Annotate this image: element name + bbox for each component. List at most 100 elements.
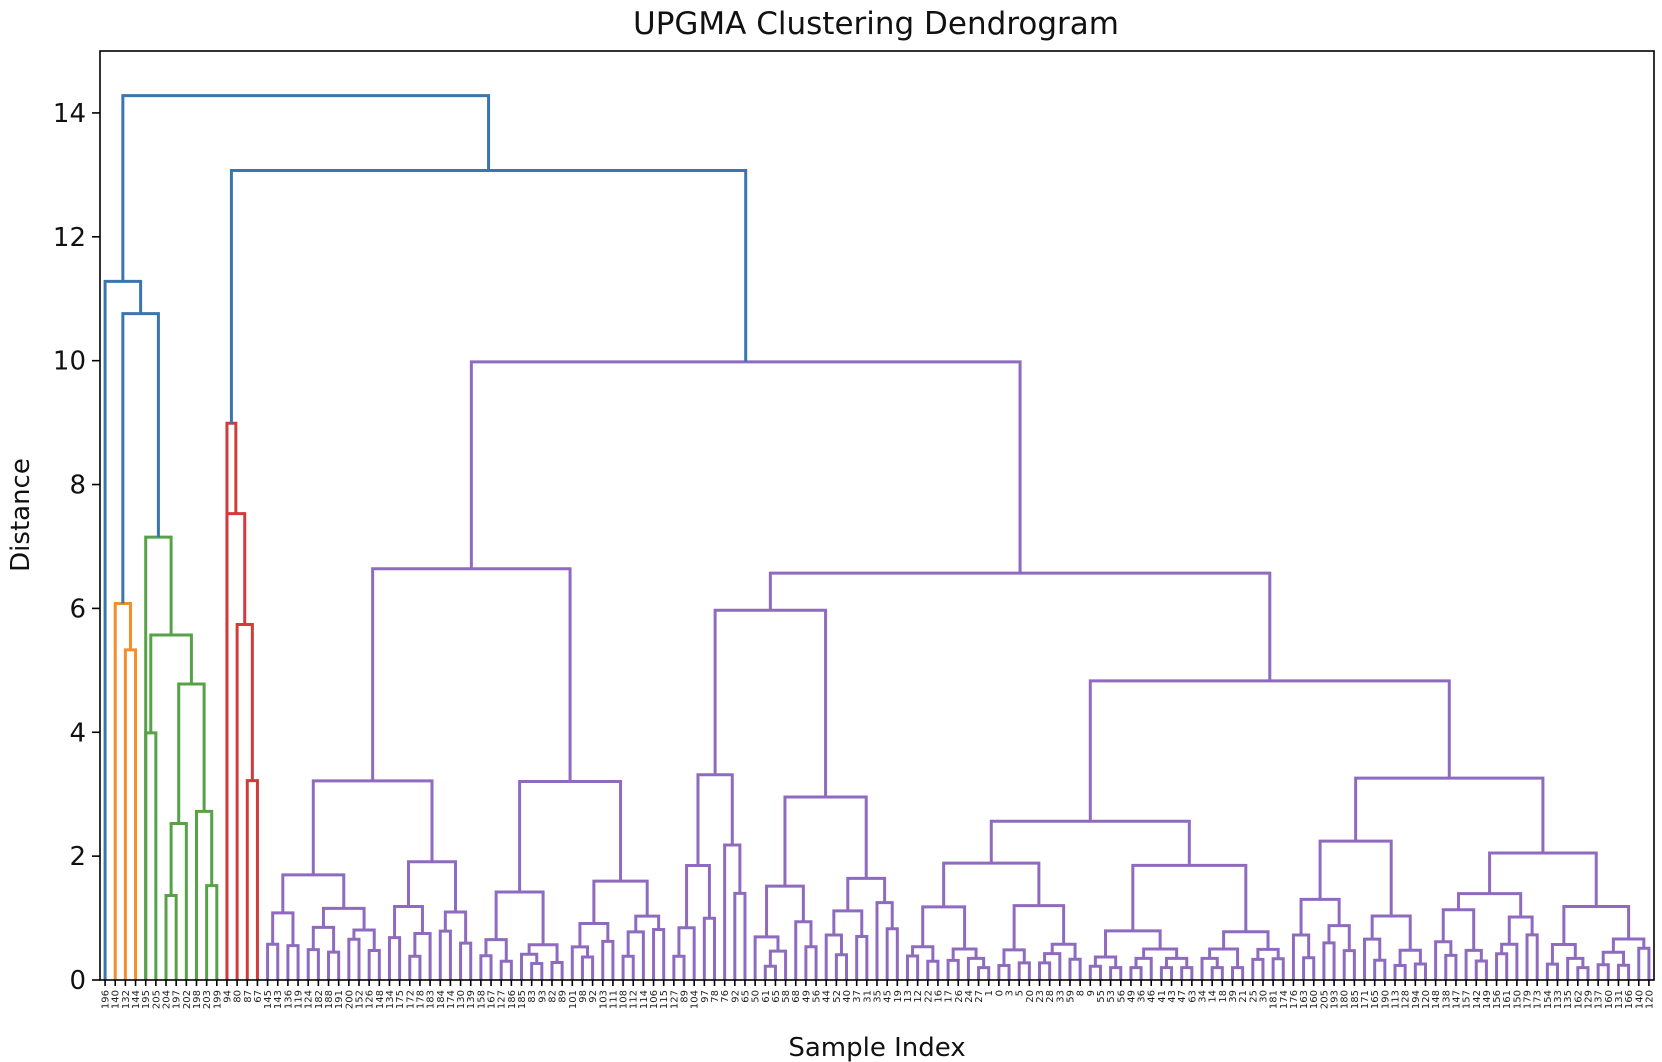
leaf-label: 14 bbox=[1208, 990, 1219, 1003]
leaf-label: 188 bbox=[324, 990, 335, 1009]
dendrogram-link bbox=[1200, 956, 1219, 980]
dendrogram-link bbox=[1456, 892, 1523, 917]
leaf-label: 78 bbox=[710, 990, 721, 1003]
leaf-label: 174 bbox=[446, 990, 457, 1009]
dendrogram-link bbox=[1545, 962, 1560, 980]
leaf-label: 9 bbox=[1086, 990, 1097, 996]
dendrogram-link bbox=[229, 169, 748, 424]
dendrogram-link bbox=[1230, 966, 1245, 980]
dendrogram-link bbox=[1393, 964, 1407, 980]
dendrogram-link bbox=[347, 937, 361, 980]
dendrogram-link bbox=[1464, 948, 1483, 980]
dendrogram-link bbox=[1413, 962, 1427, 980]
leaf-label: 114 bbox=[639, 990, 650, 1009]
dendrogram-link bbox=[824, 933, 843, 980]
leaf-label: 193 bbox=[1330, 990, 1341, 1009]
dendrogram-link bbox=[1322, 941, 1336, 980]
dendrogram-link bbox=[443, 910, 468, 944]
leaf-label: 37 bbox=[852, 990, 863, 1003]
leaf-label: 36 bbox=[1137, 990, 1148, 1003]
leaf-label: 148 bbox=[1431, 990, 1442, 1009]
leaf-label: 5 bbox=[1015, 990, 1026, 996]
dendrogram-link bbox=[1038, 961, 1052, 980]
dendrogram-link bbox=[1222, 930, 1270, 950]
leaf-label: 196 bbox=[101, 990, 112, 1009]
dendrogram-link bbox=[144, 731, 158, 980]
dendrogram-link bbox=[387, 936, 402, 980]
dendrogram-link bbox=[885, 927, 899, 980]
dendrogram-link bbox=[1271, 957, 1285, 980]
dendrogram-link bbox=[520, 952, 539, 980]
dendrogram-link bbox=[1088, 679, 1451, 822]
dendrogram-link bbox=[459, 941, 473, 980]
leaf-label: 92 bbox=[588, 990, 599, 1003]
dendrogram-link bbox=[407, 860, 457, 913]
leaf-label: 30 bbox=[1258, 990, 1269, 1003]
leaf-label: 198 bbox=[192, 990, 203, 1009]
leaf-label: 80 bbox=[233, 990, 244, 1003]
leaf-label: 12 bbox=[913, 990, 924, 1003]
dendrogram-link bbox=[1017, 961, 1031, 980]
leaf-label: 120 bbox=[1421, 990, 1432, 1009]
dendrogram-link bbox=[1566, 956, 1585, 980]
leaf-label: 47 bbox=[1177, 990, 1188, 1003]
dendrogram-link bbox=[1043, 952, 1062, 980]
leaf-label: 182 bbox=[314, 990, 325, 1009]
leaf-label: 195 bbox=[141, 990, 152, 1009]
dendrogram-link bbox=[286, 944, 300, 980]
leaf-label: 139 bbox=[466, 990, 477, 1009]
dendrogram-link bbox=[266, 942, 280, 980]
leaf-label: 183 bbox=[426, 990, 437, 1009]
leaf-label: 136 bbox=[283, 990, 294, 1009]
dendrogram-link bbox=[570, 945, 590, 980]
leaf-label: 120 bbox=[1644, 990, 1655, 1009]
leaf-label: 156 bbox=[1492, 990, 1503, 1009]
dendrogram-link bbox=[113, 601, 132, 980]
dendrogram-link bbox=[804, 945, 818, 980]
leaf-label: 67 bbox=[253, 990, 264, 1003]
leaf-label: 186 bbox=[507, 990, 518, 1009]
leaf-label: 19 bbox=[893, 990, 904, 1003]
leaf-label: 61 bbox=[761, 990, 772, 1003]
y-tick-label: 10 bbox=[53, 347, 86, 377]
dendrogram-link bbox=[1434, 940, 1453, 980]
dendrogram-link bbox=[469, 360, 1022, 574]
x-axis: 196 140 132 144 195 205 204 197 202 198 203 199 94 80… bbox=[101, 980, 1655, 1009]
dendrogram-link bbox=[1525, 933, 1539, 980]
leaf-label: 171 bbox=[1360, 990, 1371, 1009]
leaf-label: 113 bbox=[1391, 990, 1402, 1009]
dendrogram-link bbox=[1068, 957, 1082, 980]
leaf-label: 1 bbox=[984, 990, 995, 996]
leaf-label: 200 bbox=[344, 990, 355, 1009]
leaf-label: 34 bbox=[1198, 990, 1209, 1003]
dendrogram-link bbox=[768, 571, 1272, 681]
leaf-label: 22 bbox=[923, 990, 934, 1003]
leaf-label: 185 bbox=[1350, 990, 1361, 1009]
dendrogram-link bbox=[367, 949, 381, 980]
dendrogram-link bbox=[763, 964, 777, 980]
dendrogram-link bbox=[235, 623, 254, 980]
leaf-label: 178 bbox=[415, 990, 426, 1009]
dendrogram-link bbox=[942, 861, 1041, 907]
dendrogram-link bbox=[1373, 958, 1387, 980]
leaf-label: 165 bbox=[1370, 990, 1381, 1009]
dendrogram-link bbox=[1327, 924, 1351, 951]
leaf-label: 132 bbox=[121, 990, 132, 1009]
leaf-label: 128 bbox=[1401, 990, 1412, 1009]
dendrogram-link bbox=[121, 94, 491, 282]
leaf-label: 172 bbox=[405, 990, 416, 1009]
leaf-label: 157 bbox=[1462, 990, 1473, 1009]
dendrogram-link bbox=[580, 955, 595, 980]
leaf-label: 89 bbox=[558, 990, 569, 1003]
dendrogram-link bbox=[765, 884, 805, 937]
leaf-label: 167 bbox=[487, 990, 498, 1009]
leaf-label: 134 bbox=[385, 990, 396, 1009]
leaf-label: 76 bbox=[720, 990, 731, 1003]
leaf-label: 194 bbox=[1411, 990, 1422, 1009]
dendrogram-link bbox=[733, 891, 747, 980]
leaf-label: 205 bbox=[1319, 990, 1330, 1009]
leaf-label: 39 bbox=[1228, 990, 1239, 1003]
dendrogram-link bbox=[413, 931, 432, 980]
leaf-label: 3 bbox=[1005, 990, 1016, 996]
